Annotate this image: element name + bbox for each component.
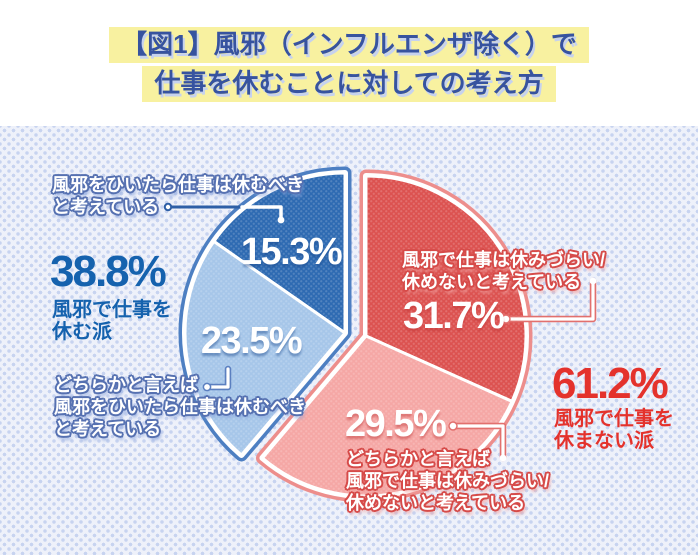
- pie-slice-lean-rest-texture: [183, 239, 347, 457]
- connector-hard-to-rest-start-dot: [501, 314, 511, 324]
- label-should-rest: 風邪をひいたら仕事は休むべき と考えている: [52, 174, 304, 218]
- connector-hard-to-rest: [501, 277, 597, 324]
- title-row-2: 仕事を休むことに対しての考え方: [0, 66, 698, 102]
- connector-should-rest-end-dot: [277, 216, 285, 224]
- label-hard-to-rest-line2: 休めないと考えている: [402, 272, 582, 292]
- connector-should-rest-start-dot: [163, 202, 173, 212]
- summary-rest-label-line2: 休む派: [52, 321, 112, 343]
- summary-no-rest-label: 風邪で仕事を 休まない派: [554, 408, 674, 452]
- connector-lean-rest: [202, 365, 232, 392]
- connector-lean-hard-to-rest: [448, 421, 507, 462]
- connector-lean-hard-to-rest-start-dot: [448, 421, 458, 431]
- title-line-2: 仕事を休むことに対しての考え方: [142, 66, 556, 102]
- title-line-1: 【図1】風邪（インフルエンザ除く）で: [109, 27, 589, 63]
- pct-label-hard-to-rest: 31.7%: [403, 295, 505, 337]
- summary-rest-label: 風邪で仕事を 休む派: [52, 299, 172, 343]
- label-lean-hard-to-rest-line1: どちらかと言えば: [346, 449, 490, 469]
- label-should-rest-line1: 風邪をひいたら仕事は休むべき: [52, 175, 304, 195]
- summary-no-rest-label-line2: 休まない派: [554, 430, 654, 452]
- connector-hard-to-rest-end-dot: [589, 277, 597, 285]
- label-lean-hard-to-rest-line3: 休めないと考えている: [346, 493, 526, 513]
- summary-no-rest-pct: 61.2%: [552, 359, 669, 408]
- label-hard-to-rest-line1: 風邪で仕事は休みづらい/: [402, 250, 605, 270]
- connector-should-rest: [163, 202, 285, 224]
- title-row-1: 【図1】風邪（インフルエンザ除く）で: [0, 27, 698, 63]
- label-lean-hard-to-rest: どちらかと言えば 風邪で仕事は休みづらい/ 休めないと考えている: [346, 448, 549, 514]
- pie-slice-hard-to-rest-texture: [364, 174, 528, 403]
- label-lean-rest-line1: どちらかと言えば: [54, 375, 198, 395]
- title-banner: 【図1】風邪（インフルエンザ除く）で 仕事を休むことに対しての考え方: [0, 27, 698, 105]
- pie-group-no-rest: [255, 169, 533, 503]
- label-lean-rest: どちらかと言えば 風邪をひいたら仕事は休むべき と考えている: [54, 374, 306, 440]
- label-lean-hard-to-rest-line2: 風邪で仕事は休みづらい/: [346, 471, 549, 491]
- summary-no-rest-label-line1: 風邪で仕事を: [554, 408, 674, 430]
- label-hard-to-rest: 風邪で仕事は休みづらい/ 休めないと考えている: [402, 249, 605, 293]
- pie-slice-should-rest-texture: [212, 171, 347, 335]
- label-should-rest-line2: と考えている: [52, 197, 160, 217]
- summary-rest-pct: 38.8%: [50, 247, 167, 296]
- label-lean-rest-line2: 風邪をひいたら仕事は休むべき: [54, 397, 306, 417]
- summary-rest-label-line1: 風邪で仕事を: [52, 299, 172, 321]
- connector-lean-hard-to-rest-end-dot: [499, 454, 507, 462]
- pct-label-should-rest: 15.3%: [240, 231, 343, 273]
- pie-slice-lean-hard-to-rest-texture: [260, 334, 514, 498]
- pct-label-lean-hard-to-rest: 29.5%: [345, 403, 447, 445]
- pct-label-lean-rest: 23.5%: [200, 320, 303, 362]
- label-lean-rest-line3: と考えている: [54, 419, 162, 439]
- connector-lean-rest-start-dot: [202, 382, 212, 392]
